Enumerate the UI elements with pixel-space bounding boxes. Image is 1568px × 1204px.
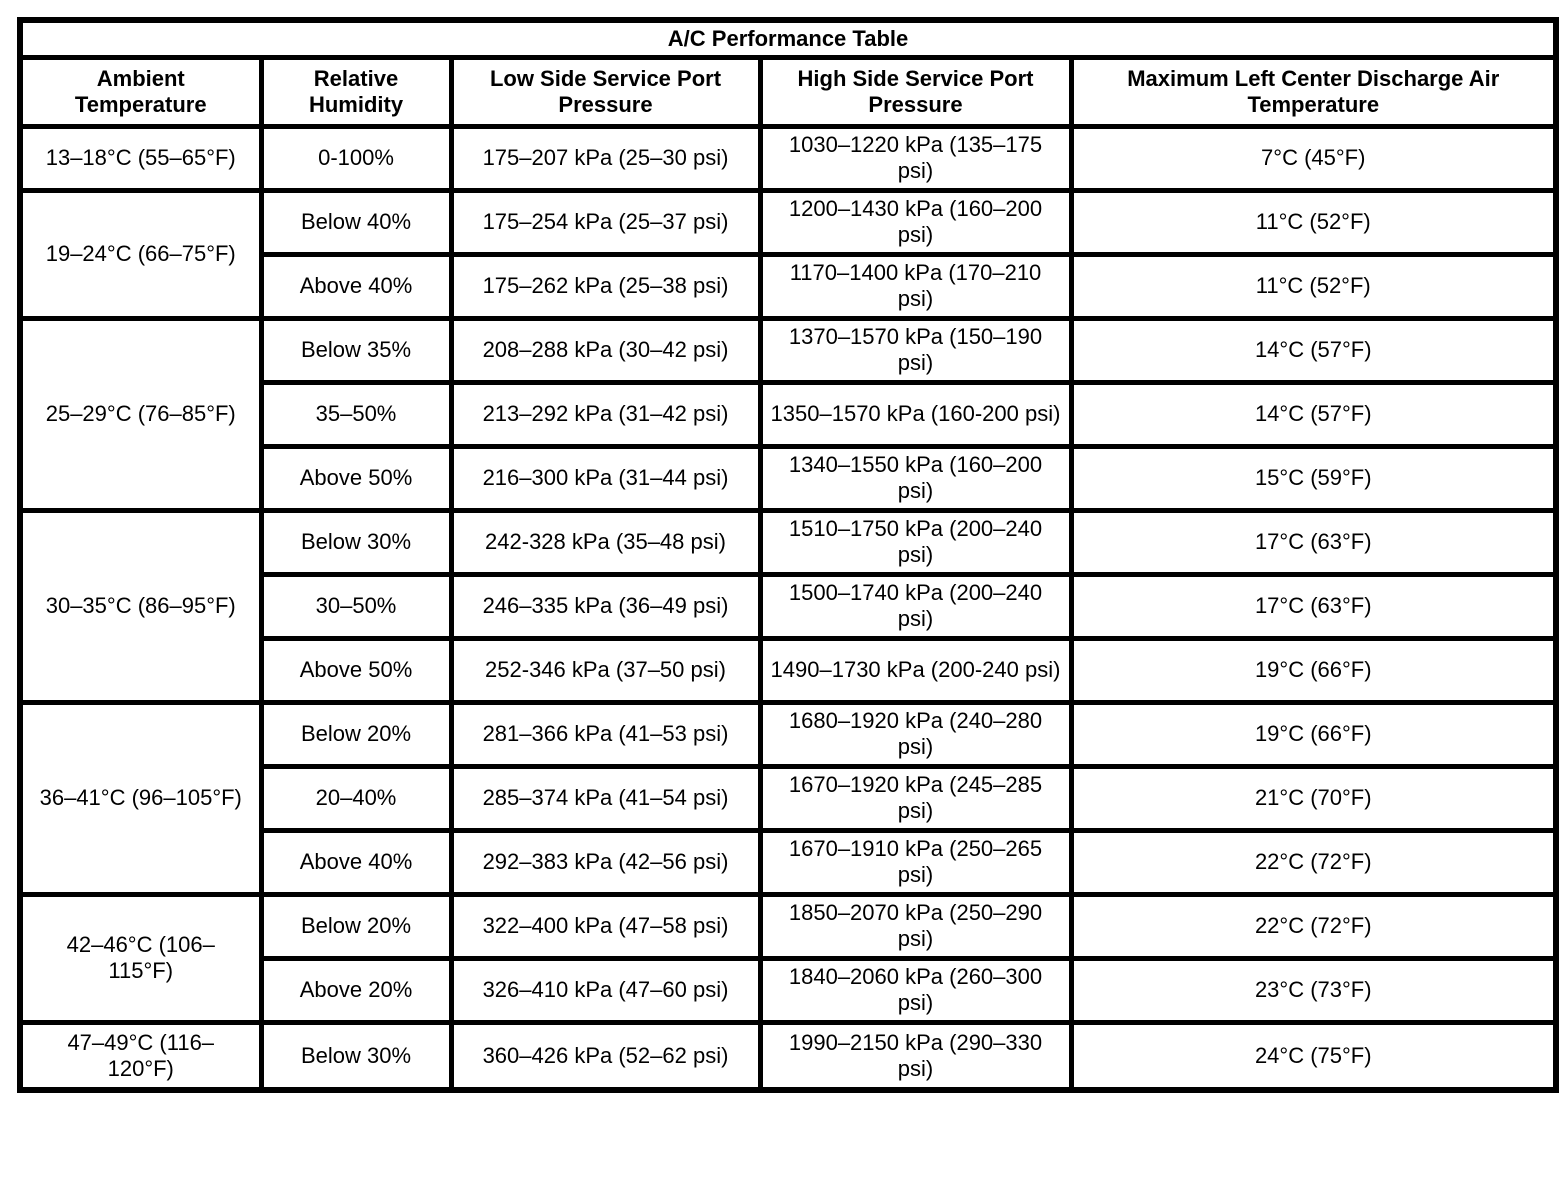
column-header-max-discharge-temperature: Maximum Left Center Discharge Air Temper… — [1068, 54, 1559, 129]
low-side-pressure-cell: 175–262 kPa (25–38 psi) — [448, 251, 763, 321]
max-discharge-temperature-cell: 11°C (52°F) — [1068, 187, 1559, 257]
relative-humidity-cell: 20–40% — [258, 763, 454, 833]
table-row: 25–29°C (76–85°F) Below 35% 208–288 kPa (3… — [17, 315, 1559, 513]
column-header-relative-humidity: Relative Humidity — [258, 54, 454, 129]
relative-humidity-cell: Above 20% — [258, 955, 454, 1025]
ambient-temperature-cell: 25–29°C (76–85°F) — [17, 315, 264, 513]
relative-humidity-cell: Above 50% — [258, 635, 454, 705]
low-side-pressure-cell: 246–335 kPa (36–49 psi) — [448, 571, 763, 641]
table-row: Above 40% 175–262 kPa (25–38 psi) 1170–140… — [20, 251, 1559, 321]
relative-humidity-cell: Above 40% — [258, 827, 454, 897]
table-row: Above 50% 216–300 kPa (31–44 psi) 1340–155… — [20, 443, 1559, 513]
relative-humidity-cell: Above 50% — [258, 443, 454, 513]
table-row: 30–35°C (86–95°F) Below 30% 242-328 kPa (3… — [17, 507, 1559, 705]
ambient-temperature-cell: 19–24°C (66–75°F) — [17, 187, 264, 321]
relative-humidity-cell: Below 35% — [258, 315, 454, 385]
max-discharge-temperature-cell: 22°C (72°F) — [1068, 827, 1559, 897]
column-header-ambient-temperature: Ambient Temperature — [17, 54, 264, 129]
table-row: 13–18°C (55–65°F) 0-100% 175–207 kPa (25–3… — [17, 123, 1559, 193]
max-discharge-temperature-cell: 17°C (63°F) — [1068, 507, 1559, 577]
ambient-temperature-cell: 13–18°C (55–65°F) — [17, 123, 264, 193]
relative-humidity-cell: Below 20% — [258, 891, 454, 961]
low-side-pressure-cell: 175–207 kPa (25–30 psi) — [448, 123, 763, 193]
high-side-pressure-cell: 1490–1730 kPa (200-240 psi) — [757, 635, 1074, 705]
max-discharge-temperature-cell: 15°C (59°F) — [1068, 443, 1559, 513]
high-side-pressure-cell: 1200–1430 kPa (160–200 psi) — [757, 187, 1074, 257]
max-discharge-temperature-cell: 14°C (57°F) — [1068, 379, 1559, 449]
max-discharge-temperature-cell: 11°C (52°F) — [1068, 251, 1559, 321]
low-side-pressure-cell: 322–400 kPa (47–58 psi) — [448, 891, 763, 961]
relative-humidity-cell: 30–50% — [258, 571, 454, 641]
max-discharge-temperature-cell: 17°C (63°F) — [1068, 571, 1559, 641]
max-discharge-temperature-cell: 19°C (66°F) — [1068, 635, 1559, 705]
ambient-temperature-cell: 47–49°C (116–120°F) — [17, 1019, 264, 1093]
table-row: Above 50% 252-346 kPa (37–50 psi) 1490–173… — [20, 635, 1559, 705]
table-row: Above 20% 326–410 kPa (47–60 psi) 1840–206… — [20, 955, 1559, 1025]
low-side-pressure-cell: 216–300 kPa (31–44 psi) — [448, 443, 763, 513]
low-side-pressure-cell: 242-328 kPa (35–48 psi) — [448, 507, 763, 577]
high-side-pressure-cell: 1030–1220 kPa (135–175 psi) — [757, 123, 1074, 193]
table-row: 42–46°C (106–115°F) Below 20% 322–400 kPa … — [17, 891, 1559, 1025]
max-discharge-temperature-cell: 14°C (57°F) — [1068, 315, 1559, 385]
relative-humidity-cell: 35–50% — [258, 379, 454, 449]
low-side-pressure-cell: 360–426 kPa (52–62 psi) — [448, 1019, 763, 1093]
ambient-temperature-cell: 36–41°C (96–105°F) — [17, 699, 264, 897]
high-side-pressure-cell: 1350–1570 kPa (160-200 psi) — [757, 379, 1074, 449]
relative-humidity-cell: Below 20% — [258, 699, 454, 769]
high-side-pressure-cell: 1500–1740 kPa (200–240 psi) — [757, 571, 1074, 641]
high-side-pressure-cell: 1840–2060 kPa (260–300 psi) — [757, 955, 1074, 1025]
high-side-pressure-cell: 1850–2070 kPa (250–290 psi) — [757, 891, 1074, 961]
low-side-pressure-cell: 326–410 kPa (47–60 psi) — [448, 955, 763, 1025]
high-side-pressure-cell: 1680–1920 kPa (240–280 psi) — [757, 699, 1074, 769]
table-title: A/C Performance Table — [17, 17, 1559, 60]
table-row: 35–50% 213–292 kPa (31–42 psi) 1350–1570 k… — [20, 379, 1559, 449]
relative-humidity-cell: Above 40% — [258, 251, 454, 321]
table-row: Above 40% 292–383 kPa (42–56 psi) 1670–191… — [20, 827, 1559, 897]
low-side-pressure-cell: 175–254 kPa (25–37 psi) — [448, 187, 763, 257]
ambient-temperature-cell: 42–46°C (106–115°F) — [17, 891, 264, 1025]
max-discharge-temperature-cell: 7°C (45°F) — [1068, 123, 1559, 193]
high-side-pressure-cell: 1370–1570 kPa (150–190 psi) — [757, 315, 1074, 385]
header-row: Ambient Temperature Relative Humidity Low … — [17, 54, 1559, 129]
relative-humidity-cell: 0-100% — [258, 123, 454, 193]
column-header-low-side-pressure: Low Side Service Port Pressure — [448, 54, 763, 129]
table-row: 47–49°C (116–120°F) Below 30% 360–426 kPa … — [17, 1019, 1559, 1093]
table-row: 19–24°C (66–75°F) Below 40% 175–254 kPa (2… — [17, 187, 1559, 321]
max-discharge-temperature-cell: 24°C (75°F) — [1068, 1019, 1559, 1093]
high-side-pressure-cell: 1990–2150 kPa (290–330 psi) — [757, 1019, 1074, 1093]
low-side-pressure-cell: 208–288 kPa (30–42 psi) — [448, 315, 763, 385]
low-side-pressure-cell: 285–374 kPa (41–54 psi) — [448, 763, 763, 833]
max-discharge-temperature-cell: 21°C (70°F) — [1068, 763, 1559, 833]
max-discharge-temperature-cell: 19°C (66°F) — [1068, 699, 1559, 769]
low-side-pressure-cell: 213–292 kPa (31–42 psi) — [448, 379, 763, 449]
relative-humidity-cell: Below 30% — [258, 507, 454, 577]
low-side-pressure-cell: 252-346 kPa (37–50 psi) — [448, 635, 763, 705]
table-row: 30–50% 246–335 kPa (36–49 psi) 1500–1740 k… — [20, 571, 1559, 641]
high-side-pressure-cell: 1670–1910 kPa (250–265 psi) — [757, 827, 1074, 897]
high-side-pressure-cell: 1340–1550 kPa (160–200 psi) — [757, 443, 1074, 513]
max-discharge-temperature-cell: 22°C (72°F) — [1068, 891, 1559, 961]
low-side-pressure-cell: 281–366 kPa (41–53 psi) — [448, 699, 763, 769]
relative-humidity-cell: Below 40% — [258, 187, 454, 257]
table-row: 36–41°C (96–105°F) Below 20% 281–366 kPa (… — [17, 699, 1559, 897]
max-discharge-temperature-cell: 23°C (73°F) — [1068, 955, 1559, 1025]
relative-humidity-cell: Below 30% — [258, 1019, 454, 1093]
title-row: A/C Performance Table — [17, 17, 1559, 60]
high-side-pressure-cell: 1670–1920 kPa (245–285 psi) — [757, 763, 1074, 833]
column-header-high-side-pressure: High Side Service Port Pressure — [757, 54, 1074, 129]
high-side-pressure-cell: 1170–1400 kPa (170–210 psi) — [757, 251, 1074, 321]
ambient-temperature-cell: 30–35°C (86–95°F) — [17, 507, 264, 705]
ac-performance-table: A/C Performance Table Ambient Temperatur… — [17, 17, 1560, 1093]
low-side-pressure-cell: 292–383 kPa (42–56 psi) — [448, 827, 763, 897]
table-row: 20–40% 285–374 kPa (41–54 psi) 1670–1920 k… — [20, 763, 1559, 833]
high-side-pressure-cell: 1510–1750 kPa (200–240 psi) — [757, 507, 1074, 577]
